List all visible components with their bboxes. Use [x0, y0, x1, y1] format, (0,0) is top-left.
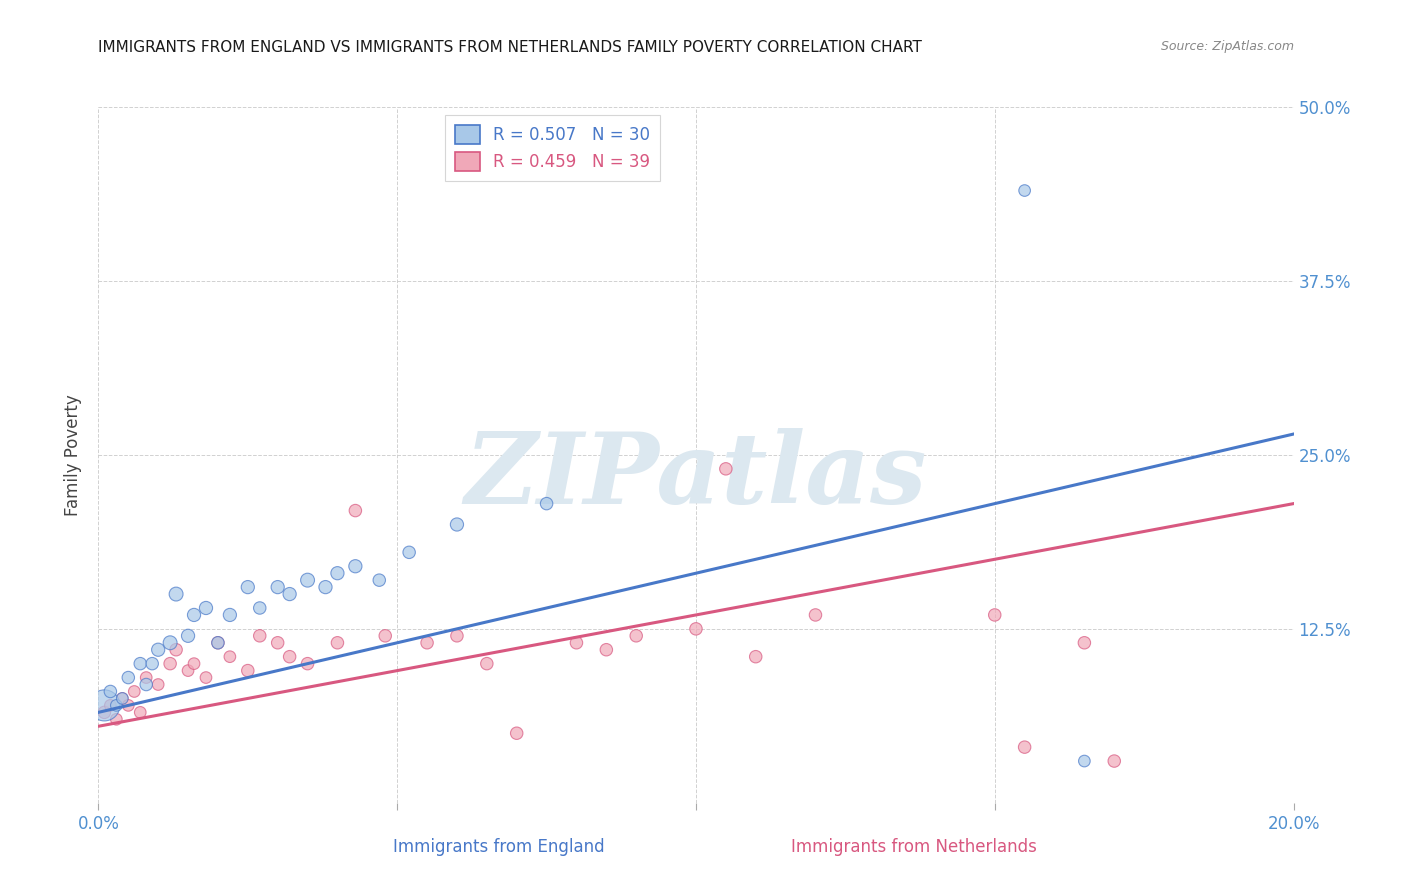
Point — [368, 573, 391, 587]
Point — [159, 657, 181, 671]
Point — [195, 671, 218, 685]
Point — [195, 601, 218, 615]
Point — [98, 684, 122, 698]
Point — [315, 580, 337, 594]
Point — [1073, 754, 1095, 768]
Point — [249, 601, 271, 615]
Point — [129, 706, 152, 720]
Point — [177, 629, 200, 643]
Point — [446, 629, 468, 643]
Point — [714, 462, 737, 476]
Point — [1014, 184, 1036, 198]
Point — [984, 607, 1007, 622]
Point — [159, 636, 181, 650]
Point — [595, 642, 617, 657]
Point — [111, 691, 134, 706]
Point — [105, 698, 128, 713]
Point — [344, 559, 367, 574]
Point — [344, 503, 367, 517]
Point — [105, 712, 128, 726]
Point — [326, 636, 349, 650]
Text: Immigrants from England: Immigrants from England — [394, 838, 605, 856]
Point — [297, 573, 319, 587]
Point — [141, 657, 163, 671]
Point — [278, 587, 301, 601]
Point — [565, 636, 588, 650]
Point — [278, 649, 301, 664]
Point — [374, 629, 396, 643]
Y-axis label: Family Poverty: Family Poverty — [65, 394, 83, 516]
Point — [416, 636, 439, 650]
Text: Immigrants from Netherlands: Immigrants from Netherlands — [792, 838, 1036, 856]
Point — [1073, 636, 1095, 650]
Point — [506, 726, 529, 740]
Point — [135, 671, 157, 685]
Point — [124, 684, 146, 698]
Text: IMMIGRANTS FROM ENGLAND VS IMMIGRANTS FROM NETHERLANDS FAMILY POVERTY CORRELATIO: IMMIGRANTS FROM ENGLAND VS IMMIGRANTS FR… — [98, 40, 922, 55]
Point — [98, 698, 122, 713]
Point — [183, 657, 205, 671]
Point — [1104, 754, 1126, 768]
Point — [117, 671, 139, 685]
Point — [148, 677, 170, 691]
Point — [207, 636, 229, 650]
Point — [117, 698, 139, 713]
Point — [536, 497, 558, 511]
Point — [165, 642, 187, 657]
Point — [111, 691, 134, 706]
Point — [326, 566, 349, 581]
Point — [626, 629, 648, 643]
Text: ZIPatlas: ZIPatlas — [465, 427, 927, 524]
Point — [249, 629, 271, 643]
Point — [804, 607, 827, 622]
Point — [267, 580, 290, 594]
Point — [297, 657, 319, 671]
Point — [267, 636, 290, 650]
Text: Source: ZipAtlas.com: Source: ZipAtlas.com — [1160, 40, 1294, 54]
Point — [165, 587, 187, 601]
Point — [446, 517, 468, 532]
Point — [93, 706, 115, 720]
Point — [398, 545, 420, 559]
Point — [148, 642, 170, 657]
Point — [219, 649, 242, 664]
Point — [183, 607, 205, 622]
Point — [475, 657, 498, 671]
Point — [236, 580, 259, 594]
Legend: R = 0.507   N = 30, R = 0.459   N = 39: R = 0.507 N = 30, R = 0.459 N = 39 — [444, 115, 661, 181]
Point — [745, 649, 768, 664]
Point — [207, 636, 229, 650]
Point — [236, 664, 259, 678]
Point — [219, 607, 242, 622]
Point — [93, 698, 115, 713]
Point — [135, 677, 157, 691]
Point — [1014, 740, 1036, 755]
Point — [685, 622, 707, 636]
Point — [129, 657, 152, 671]
Point — [177, 664, 200, 678]
